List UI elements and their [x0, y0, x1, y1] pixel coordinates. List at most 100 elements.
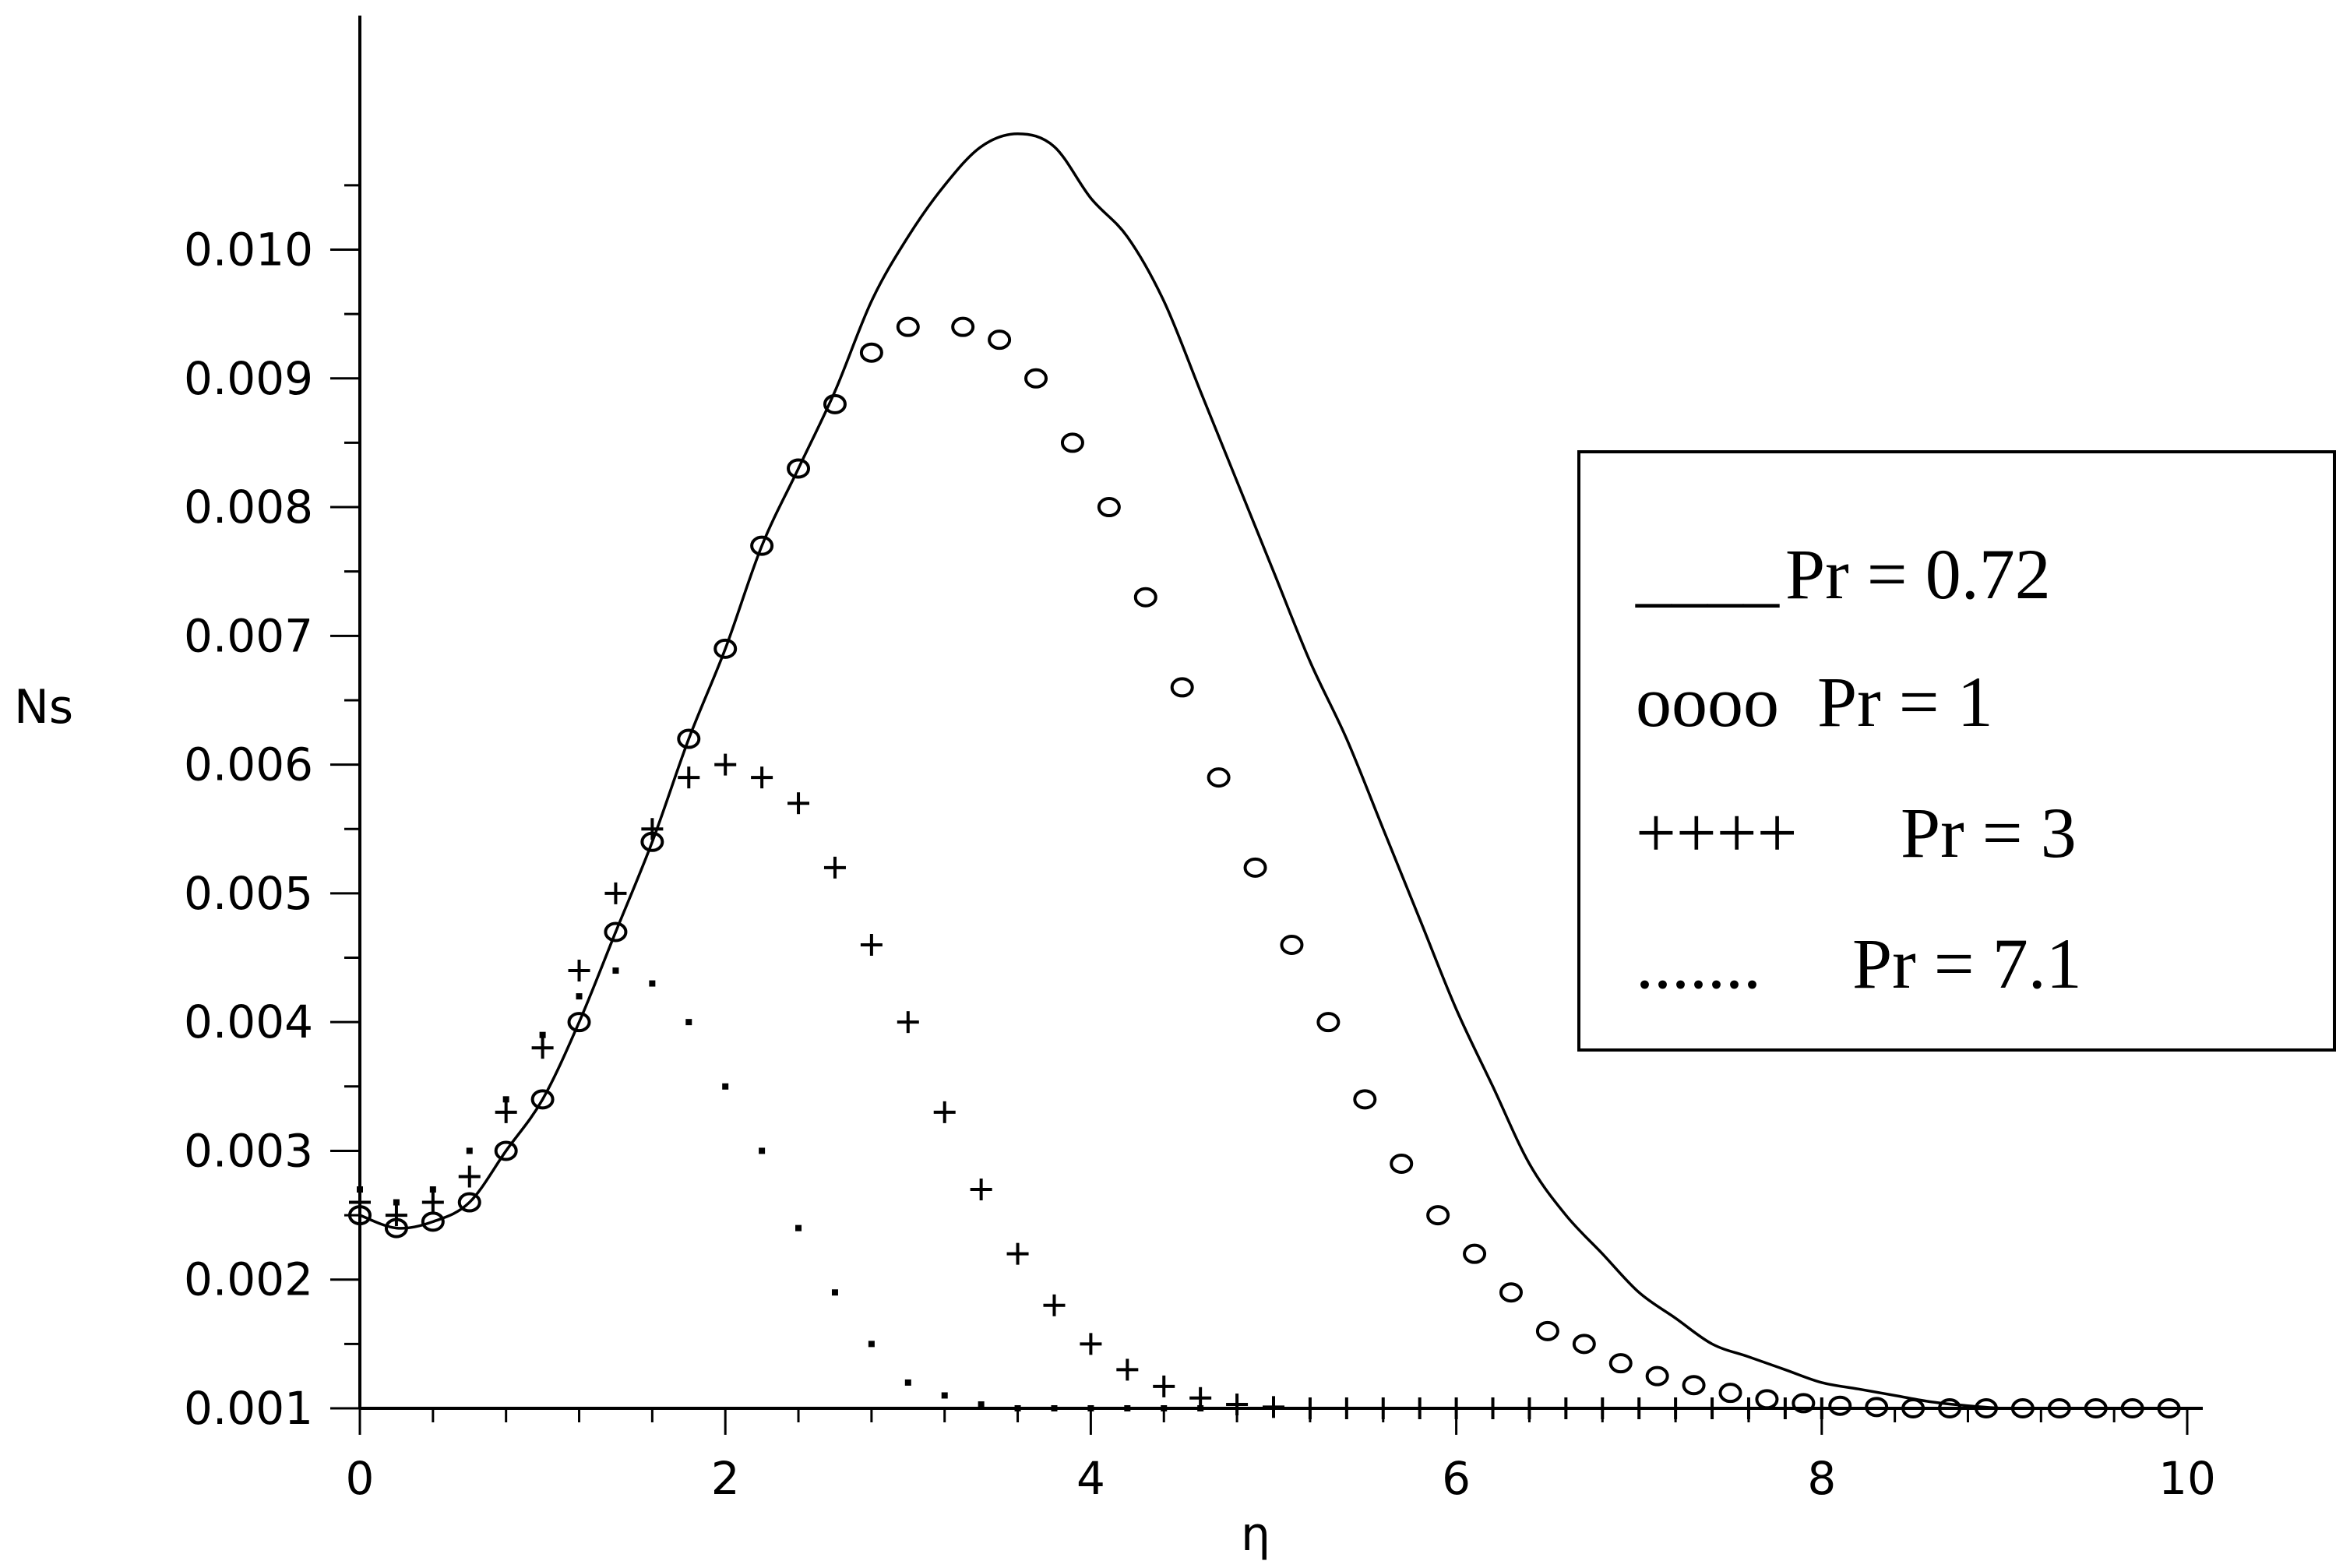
point-dot [759, 1147, 766, 1154]
point-plus [1701, 1397, 1724, 1419]
point-dot [1087, 1405, 1094, 1411]
point-circle [1865, 1397, 1889, 1418]
point-circle [2010, 1398, 2035, 1418]
point-circle [1572, 1334, 1596, 1355]
point-circle [1792, 1393, 1816, 1414]
point-dot [904, 1379, 911, 1386]
point-circle [1608, 1353, 1633, 1374]
point-dot [539, 1031, 546, 1038]
point-circle [2157, 1398, 2181, 1418]
point-dot [685, 1019, 692, 1026]
point-circle [530, 1089, 555, 1110]
point-plus [823, 856, 846, 879]
point-circle [1682, 1375, 1706, 1396]
point-plus [641, 818, 664, 840]
legend-marker-3: ....... [1636, 924, 1761, 1003]
point-dot [1124, 1405, 1131, 1411]
point-circle [1901, 1398, 1925, 1418]
point-plus [1408, 1397, 1431, 1419]
point-plus [1080, 1333, 1102, 1355]
point-dot [612, 967, 619, 974]
point-plus [531, 1037, 554, 1059]
y-ticks [330, 184, 360, 1410]
legend-label-3: Pr = 7.1 [1852, 924, 2082, 1003]
point-dot [1197, 1405, 1204, 1411]
point-circle [1535, 1320, 1559, 1341]
legend-item-3: ....... Pr = 7.1 [1636, 924, 2082, 1003]
point-plus [1445, 1397, 1467, 1419]
legend-item-2: ++++ Pr = 3 [1636, 793, 2077, 872]
x-tick-labels: 0 2 4 6 8 10 [346, 1452, 2216, 1505]
point-plus [751, 766, 773, 789]
point-plus [1263, 1396, 1284, 1418]
point-plus [1628, 1397, 1651, 1419]
point-circle [1463, 1243, 1487, 1264]
y-tick-label: 0.002 [184, 1253, 313, 1306]
point-circle [677, 728, 701, 749]
point-plus [349, 1191, 371, 1214]
legend-label-0: Pr = 0.72 [1785, 534, 2051, 614]
point-circle [1718, 1383, 1742, 1404]
y-tick-label: 0.009 [184, 352, 313, 405]
point-dot [393, 1199, 400, 1206]
point-plus [970, 1179, 992, 1201]
y-tick-label: 0.006 [184, 738, 313, 791]
point-plus [495, 1101, 517, 1123]
point-circle [1170, 677, 1194, 698]
point-circle [1133, 587, 1157, 608]
point-circle [859, 342, 883, 363]
point-plus [1555, 1397, 1577, 1419]
point-plus [1153, 1375, 1175, 1397]
point-circle [951, 316, 975, 337]
legend-box [1577, 450, 2336, 1052]
point-circle [1243, 857, 1267, 878]
point-plus [714, 753, 737, 776]
y-tick-label: 0.004 [184, 995, 313, 1048]
point-circle [567, 1012, 591, 1033]
point-dot [831, 1289, 838, 1296]
x-tick-label: 2 [711, 1452, 740, 1505]
x-tick-label: 8 [1807, 1452, 1836, 1505]
point-dot [722, 1083, 729, 1090]
point-plus [604, 882, 627, 904]
point-circle [1024, 368, 1048, 389]
x-tick-label: 6 [1442, 1452, 1471, 1505]
point-dot [357, 1186, 363, 1193]
point-plus [1591, 1397, 1614, 1419]
point-circle [896, 316, 920, 337]
point-plus [1006, 1242, 1029, 1265]
point-circle [1938, 1398, 1962, 1418]
point-circle [750, 535, 774, 556]
legend-marker-1: oooo [1636, 662, 1779, 742]
legend-label-2: Pr = 3 [1901, 793, 2077, 872]
point-circle [1426, 1205, 1450, 1226]
y-tick-label: 0.008 [184, 481, 313, 534]
y-tick-label: 0.007 [184, 609, 313, 662]
y-tick-label: 0.005 [184, 867, 313, 920]
y-axis-title: Ns [14, 680, 73, 735]
point-circle [1645, 1365, 1669, 1387]
point-dot [868, 1341, 875, 1348]
point-dot [941, 1392, 948, 1399]
legend-item-0: ____ Pr = 0.72 [1635, 534, 2051, 614]
point-plus [1774, 1397, 1796, 1419]
point-circle [1974, 1398, 1998, 1418]
point-circle [2084, 1398, 2108, 1418]
point-circle [1316, 1012, 1341, 1033]
point-plus [678, 766, 700, 789]
point-circle [823, 393, 847, 414]
point-circle [1353, 1089, 1377, 1110]
point-plus [1482, 1397, 1504, 1419]
point-circle [1060, 432, 1084, 453]
point-circle [1390, 1153, 1414, 1174]
point-circle [457, 1192, 481, 1213]
point-plus [1665, 1397, 1687, 1419]
legend-marker-2: ++++ [1636, 793, 1798, 872]
series-2 [349, 753, 1833, 1419]
y-tick-label: 0.003 [184, 1124, 313, 1177]
point-plus [1810, 1397, 1833, 1419]
point-circle [1499, 1282, 1523, 1303]
point-dot [502, 1096, 509, 1103]
series-0 [359, 132, 2187, 1410]
